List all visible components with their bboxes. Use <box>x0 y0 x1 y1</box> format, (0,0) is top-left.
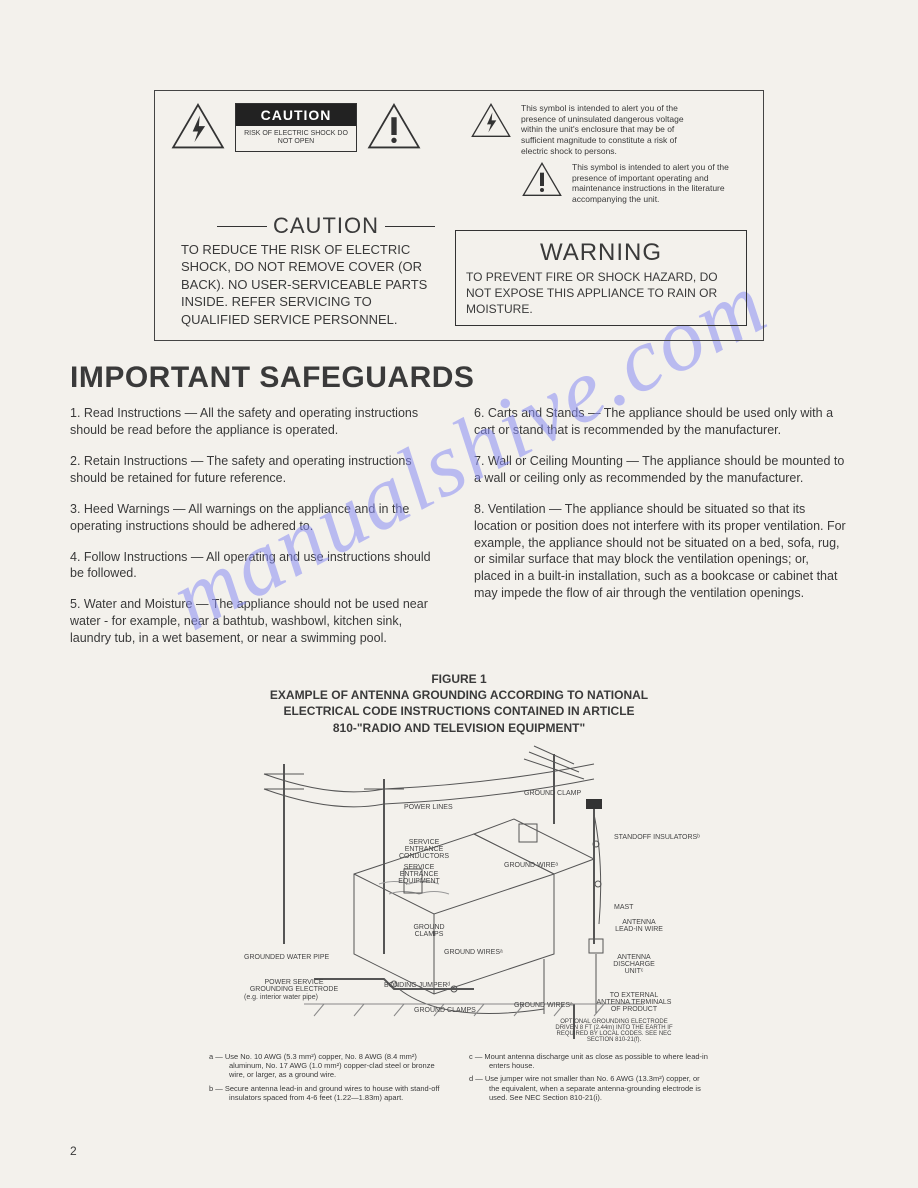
caution-label-box: CAUTION RISK OF ELECTRIC SHOCK DO NOT OP… <box>235 103 357 152</box>
diagram-label: ANTENNA LEAD-IN WIRE <box>614 919 664 933</box>
diagram-label: GROUND CLAMPS <box>409 924 449 938</box>
diagram-label: STANDOFF INSULATORSᵇ <box>614 834 700 841</box>
figure-line: EXAMPLE OF ANTENNA GROUNDING ACCORDING T… <box>270 688 648 702</box>
diagram-label: GROUND CLAMP <box>524 790 581 797</box>
diagram-label: GROUND WIRESᵃ <box>514 1002 573 1009</box>
warning-title: WARNING <box>466 239 736 267</box>
caution-label: CAUTION <box>236 104 356 126</box>
warning-box: WARNING TO PREVENT FIRE OR SHOCK HAZARD,… <box>455 230 747 327</box>
diagram-label: GROUND WIREᵃ <box>504 862 558 869</box>
diagram-label: GROUND CLAMPS <box>414 1007 476 1014</box>
shock-triangle-icon <box>171 103 225 151</box>
footnote: d — Use jumper wire not smaller than No.… <box>469 1074 709 1102</box>
safeguard-item: 2. Retain Instructions — The safety and … <box>70 453 444 487</box>
diagram-label: TO EXTERNAL ANTENNA TERMINALS OF PRODUCT <box>594 992 674 1013</box>
shock-triangle-icon-small <box>471 103 511 139</box>
safeguard-item: 3. Heed Warnings — All warnings on the a… <box>70 501 444 535</box>
diagram-label: BONDING JUMPERᵈ <box>384 982 450 989</box>
figure-line: 810-"RADIO AND TELEVISION EQUIPMENT" <box>333 721 585 735</box>
right-column: 6. Carts and Stands — The appliance shou… <box>474 405 848 661</box>
figure-title: FIGURE 1 EXAMPLE OF ANTENNA GROUNDING AC… <box>70 671 848 736</box>
left-column: 1. Read Instructions — All the safety an… <box>70 405 444 661</box>
page-number: 2 <box>70 1144 77 1158</box>
footnote: c — Mount antenna discharge unit as clos… <box>469 1052 709 1071</box>
safeguards-columns: 1. Read Instructions — All the safety an… <box>70 405 848 661</box>
diagram-label: SERVICE ENTRANCE CONDUCTORS <box>394 839 454 860</box>
safeguards-heading: IMPORTANT SAFEGUARDS <box>70 361 848 395</box>
document-page: manualshive.com CAUTION RISK OF ELECTRIC… <box>0 0 918 1188</box>
safeguard-item: 6. Carts and Stands — The appliance shou… <box>474 405 848 439</box>
safeguard-item: 8. Ventilation — The appliance should be… <box>474 501 848 602</box>
diagram-label: POWER SERVICE GROUNDING ELECTRODE <box>244 979 344 993</box>
warning-triangle-icon <box>367 103 421 151</box>
grounding-diagram: POWER LINES GROUND CLAMP STANDOFF INSULA… <box>244 744 674 1044</box>
diagram-label: GROUND WIRESᵃ <box>444 949 503 956</box>
diagram-label: POWER LINES <box>404 804 453 811</box>
figure-block: FIGURE 1 EXAMPLE OF ANTENNA GROUNDING AC… <box>70 671 848 1107</box>
safeguard-item: 4. Follow Instructions — All operating a… <box>70 549 444 583</box>
caution-warning-panel: CAUTION RISK OF ELECTRIC SHOCK DO NOT OP… <box>154 90 764 341</box>
diagram-label: (e.g. interior water pipe) <box>244 994 318 1001</box>
footnote: b — Secure antenna lead-in and ground wi… <box>209 1084 449 1103</box>
safeguard-item: 5. Water and Moisture — The appliance sh… <box>70 596 444 647</box>
safeguard-item: 7. Wall or Ceiling Mounting — The applia… <box>474 453 848 487</box>
caution-body-text: TO REDUCE THE RISK OF ELECTRIC SHOCK, DO… <box>181 241 431 329</box>
diagram-label: ANTENNA DISCHARGE UNITᶜ <box>609 954 659 975</box>
diagram-label: SERVICE ENTRANCE EQUIPMENT <box>394 864 444 885</box>
footnote: a — Use No. 10 AWG (5.3 mm²) copper, No.… <box>209 1052 449 1080</box>
warning-triangle-icon-small <box>522 162 562 198</box>
diagram-label: GROUNDED WATER PIPE <box>244 954 329 961</box>
safeguard-item: 1. Read Instructions — All the safety an… <box>70 405 444 439</box>
figure-line: FIGURE 1 <box>431 672 486 686</box>
warning-text: TO PREVENT FIRE OR SHOCK HAZARD, DO NOT … <box>466 269 736 318</box>
warning-symbol-description: This symbol is intended to alert you of … <box>572 162 747 205</box>
diagram-label: OPTIONAL GROUNDING ELECTRODE DRIVEN 8 FT… <box>554 1019 674 1043</box>
figure-line: ELECTRICAL CODE INSTRUCTIONS CONTAINED I… <box>283 704 634 718</box>
shock-symbol-description: This symbol is intended to alert you of … <box>521 103 696 156</box>
caution-sublabel: RISK OF ELECTRIC SHOCK DO NOT OPEN <box>236 126 356 151</box>
figure-footnotes: a — Use No. 10 AWG (5.3 mm²) copper, No.… <box>209 1052 709 1107</box>
diagram-label: MAST <box>614 904 633 911</box>
